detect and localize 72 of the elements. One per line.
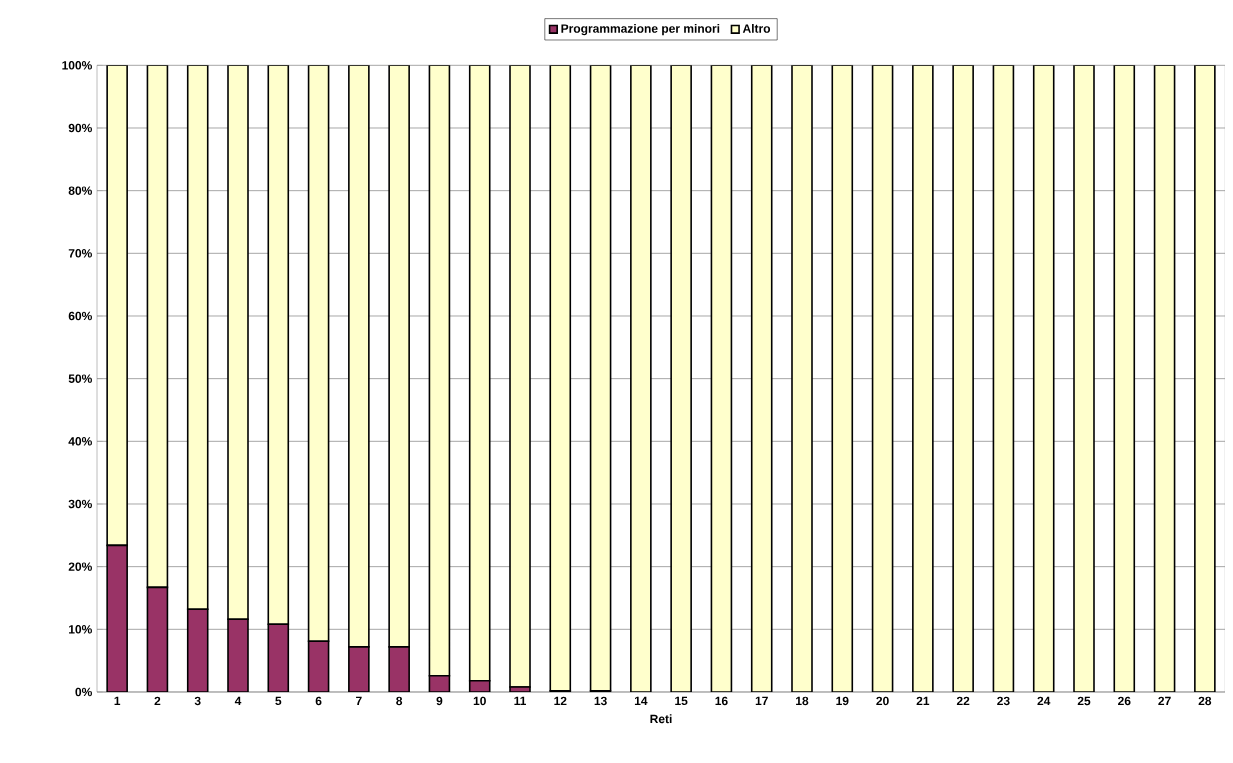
- x-tick-label: 9: [436, 696, 443, 706]
- x-axis-title: Reti: [650, 714, 672, 724]
- x-tick-label: 1: [114, 696, 121, 705]
- x-tick-label: 24: [1037, 696, 1051, 706]
- x-tick-label: 10: [473, 696, 486, 706]
- bar: [428, 65, 451, 677]
- bar: [630, 65, 652, 692]
- x-tick-label: 11: [514, 696, 527, 705]
- legend-label: Programmazione per minori: [561, 23, 720, 36]
- bar: [589, 65, 612, 692]
- bar: [468, 65, 491, 682]
- bar: [992, 65, 1015, 692]
- x-tick-label: 15: [675, 696, 688, 706]
- bar: [750, 65, 773, 692]
- bar: [670, 65, 692, 692]
- x-tick-label: 7: [356, 696, 362, 705]
- x-tick-label: 2: [154, 696, 161, 706]
- y-tick-label: 30%: [68, 499, 92, 509]
- y-tick-label: 50%: [68, 374, 92, 383]
- bar: [1113, 65, 1136, 692]
- x-tick-label: 19: [836, 696, 849, 706]
- bar: [952, 65, 974, 692]
- x-tick-label: 18: [796, 696, 809, 706]
- y-tick-label: 80%: [68, 186, 92, 195]
- bar: [307, 640, 330, 692]
- bar: [267, 65, 290, 626]
- bar: [912, 65, 934, 692]
- bar: [388, 65, 410, 648]
- x-tick-label: 8: [396, 696, 403, 706]
- bar: [146, 65, 169, 589]
- x-tick-label: 12: [554, 696, 567, 706]
- bar: [307, 65, 330, 643]
- x-tick-label: 17: [755, 696, 768, 705]
- x-tick-label: 6: [315, 696, 322, 706]
- x-tick-label: 20: [876, 696, 889, 706]
- x-tick-label: 23: [997, 696, 1010, 706]
- y-tick-label: 100%: [62, 61, 92, 70]
- bar: [831, 65, 854, 692]
- x-tick-label: 21: [916, 696, 930, 706]
- bar: [791, 65, 813, 692]
- x-tick-label: 26: [1118, 696, 1131, 706]
- bar: [106, 65, 128, 547]
- bar: [549, 65, 572, 692]
- bar: [1194, 65, 1216, 692]
- bar: [871, 65, 894, 692]
- legend-label: Altro: [742, 23, 771, 33]
- bar: [186, 65, 209, 611]
- bar: [348, 65, 370, 648]
- x-tick-label: 16: [715, 696, 728, 706]
- x-tick-label: 3: [194, 696, 201, 706]
- y-tick-label: 10%: [69, 625, 92, 634]
- bar: [1153, 65, 1176, 692]
- x-tick-label: 14: [634, 696, 648, 705]
- y-tick-label: 90%: [68, 123, 92, 133]
- bar: [509, 65, 531, 688]
- y-tick-label: 0%: [75, 687, 92, 697]
- y-tick-label: 60%: [68, 311, 92, 321]
- x-tick-label: 5: [275, 696, 282, 706]
- x-tick-label: 22: [956, 696, 970, 706]
- x-tick-label: 4: [234, 696, 242, 705]
- y-tick-label: 40%: [68, 437, 92, 446]
- bar: [710, 65, 733, 692]
- x-tick-label: 27: [1158, 696, 1171, 706]
- x-tick-label: 25: [1077, 696, 1091, 706]
- y-tick-label: 20%: [68, 562, 92, 571]
- bar: [146, 586, 169, 692]
- bar: [227, 65, 249, 621]
- x-tick-label: 28: [1198, 696, 1212, 706]
- bar: [1073, 65, 1095, 692]
- bar: [1032, 65, 1055, 692]
- y-tick-label: 70%: [68, 249, 92, 258]
- x-tick-label: 13: [594, 696, 607, 706]
